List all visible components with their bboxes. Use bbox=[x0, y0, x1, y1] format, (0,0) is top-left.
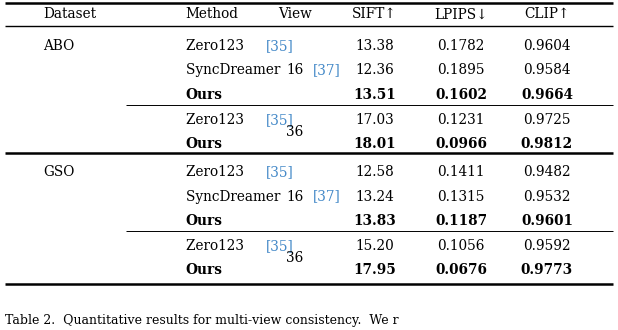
Text: 0.1602: 0.1602 bbox=[435, 87, 488, 102]
Text: 0.9601: 0.9601 bbox=[521, 214, 573, 228]
Text: 12.58: 12.58 bbox=[355, 165, 394, 179]
Text: SyncDreamer: SyncDreamer bbox=[185, 189, 284, 204]
Text: [37]: [37] bbox=[313, 189, 340, 204]
Text: Zero123: Zero123 bbox=[185, 165, 248, 179]
Text: Zero123: Zero123 bbox=[185, 113, 248, 127]
Text: Zero123: Zero123 bbox=[185, 39, 248, 53]
Text: 13.83: 13.83 bbox=[353, 214, 396, 228]
Text: SIFT↑: SIFT↑ bbox=[352, 7, 397, 21]
Text: 36: 36 bbox=[286, 251, 303, 265]
Text: [35]: [35] bbox=[266, 113, 294, 127]
Text: Table 2.  Quantitative results for multi-view consistency.  We r: Table 2. Quantitative results for multi-… bbox=[6, 314, 399, 327]
Text: [35]: [35] bbox=[266, 39, 294, 53]
Text: 0.9604: 0.9604 bbox=[523, 39, 571, 53]
Text: 0.1782: 0.1782 bbox=[438, 39, 485, 53]
Text: 0.1411: 0.1411 bbox=[438, 165, 485, 179]
Text: 13.38: 13.38 bbox=[355, 39, 394, 53]
Text: Method: Method bbox=[185, 7, 239, 21]
Text: Ours: Ours bbox=[185, 87, 222, 102]
Text: 0.9812: 0.9812 bbox=[521, 137, 573, 151]
Text: 0.9482: 0.9482 bbox=[523, 165, 571, 179]
Text: [35]: [35] bbox=[266, 165, 294, 179]
Text: [35]: [35] bbox=[266, 239, 294, 253]
Text: 0.1056: 0.1056 bbox=[438, 239, 485, 253]
Text: 0.1895: 0.1895 bbox=[438, 63, 485, 77]
Text: 18.01: 18.01 bbox=[353, 137, 396, 151]
Text: GSO: GSO bbox=[43, 165, 75, 179]
Text: 12.36: 12.36 bbox=[355, 63, 394, 77]
Text: 16: 16 bbox=[286, 189, 303, 204]
Text: 13.51: 13.51 bbox=[353, 87, 396, 102]
Text: 0.9725: 0.9725 bbox=[523, 113, 570, 127]
Text: 0.9664: 0.9664 bbox=[521, 87, 573, 102]
Text: [37]: [37] bbox=[313, 63, 340, 77]
Text: 0.9773: 0.9773 bbox=[521, 263, 573, 277]
Text: 0.9592: 0.9592 bbox=[523, 239, 571, 253]
Text: 15.20: 15.20 bbox=[355, 239, 394, 253]
Text: View: View bbox=[278, 7, 312, 21]
Text: 0.9532: 0.9532 bbox=[523, 189, 570, 204]
Text: 0.1187: 0.1187 bbox=[435, 214, 488, 228]
Text: 0.0966: 0.0966 bbox=[435, 137, 488, 151]
Text: 0.9584: 0.9584 bbox=[523, 63, 571, 77]
Text: Ours: Ours bbox=[185, 137, 222, 151]
Text: SyncDreamer: SyncDreamer bbox=[185, 63, 284, 77]
Text: LPIPS↓: LPIPS↓ bbox=[434, 7, 488, 21]
Text: 16: 16 bbox=[286, 63, 303, 77]
Text: 13.24: 13.24 bbox=[355, 189, 394, 204]
Text: 17.03: 17.03 bbox=[355, 113, 394, 127]
Text: 17.95: 17.95 bbox=[353, 263, 396, 277]
Text: Ours: Ours bbox=[185, 214, 222, 228]
Text: CLIP↑: CLIP↑ bbox=[524, 7, 570, 21]
Text: ABO: ABO bbox=[43, 39, 74, 53]
Text: 0.0676: 0.0676 bbox=[435, 263, 488, 277]
Text: Dataset: Dataset bbox=[43, 7, 96, 21]
Text: 0.1231: 0.1231 bbox=[438, 113, 485, 127]
Text: 0.1315: 0.1315 bbox=[438, 189, 485, 204]
Text: 36: 36 bbox=[286, 125, 303, 139]
Text: Ours: Ours bbox=[185, 263, 222, 277]
Text: Zero123: Zero123 bbox=[185, 239, 248, 253]
